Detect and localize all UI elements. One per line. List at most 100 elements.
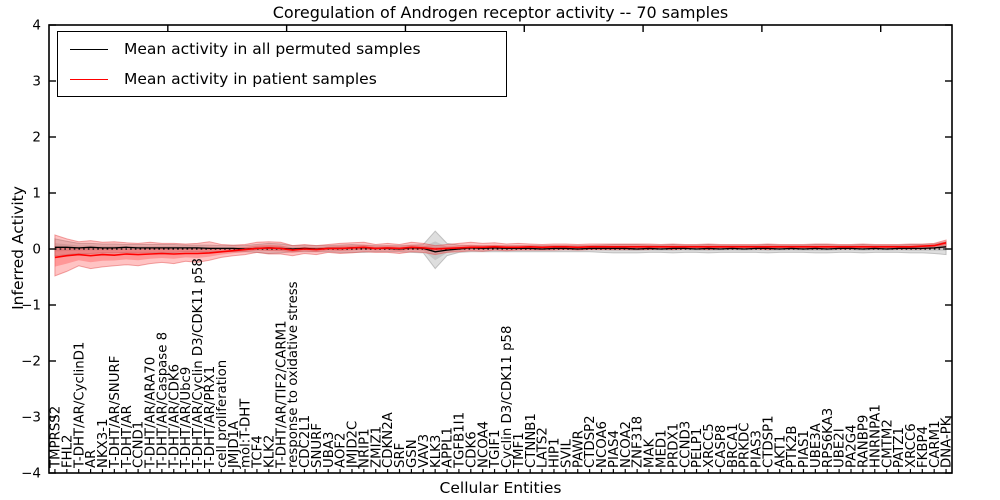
x-category-label: FKBP4: [916, 426, 931, 468]
x-category-label: CMTM2: [880, 419, 895, 468]
x-category-label: GSN: [405, 439, 420, 468]
x-category-label: T-DHT/AR/CyclinD1: [72, 342, 87, 469]
x-category-label: CDKN2A: [381, 412, 396, 468]
patient-line-sample-icon: [70, 78, 108, 80]
x-category-label: ZMIZ1: [369, 426, 384, 468]
x-category-label: CDC2L1: [298, 415, 313, 468]
x-category-label: HIP1: [548, 438, 563, 468]
y-tick-label: −4: [21, 466, 41, 482]
x-category-label: PATZ1: [892, 427, 907, 468]
x-category-label: cell proliferation: [215, 360, 230, 468]
x-category-label: SRF: [393, 443, 408, 468]
y-tick-label: −3: [21, 410, 41, 426]
x-category-label: CTDSP2: [583, 415, 598, 468]
x-axis-label: Cellular Entities: [439, 479, 562, 497]
x-category-label: T-DHT/AR/Ubc9: [179, 367, 194, 469]
x-category-label: T-DHT/AR/Cyclin D3/CDK11 p58: [191, 258, 206, 469]
y-tick-label: 3: [32, 74, 41, 90]
y-tick-label: −2: [21, 354, 41, 370]
x-category-label: ZNF318: [631, 416, 646, 468]
x-category-label: NCOA4: [476, 421, 491, 468]
x-category-label: RANBP9: [857, 415, 872, 468]
x-category-label: SNURF: [310, 423, 325, 468]
x-category-label: response to oxidative stress: [286, 281, 301, 468]
x-category-label: PAWR: [571, 430, 586, 468]
x-category-label: MAK: [643, 438, 658, 468]
x-category-label: JMJD1A: [227, 421, 242, 469]
x-category-label: TGIF1: [488, 430, 503, 469]
x-category-label: APPL1: [441, 427, 456, 468]
x-category-label: AR: [84, 450, 99, 468]
x-category-label: T-DHT/AR/TIF2/CARM1: [274, 320, 289, 469]
x-category-label: NRIP1: [358, 428, 373, 468]
y-tick-label: 2: [32, 130, 41, 146]
x-category-label: T-DHT/AR/PRX1: [203, 366, 218, 469]
legend-item-permuted: Mean activity in all permuted samples: [70, 40, 506, 58]
y-tick-label: 4: [32, 18, 41, 34]
x-category-label: TCF4: [251, 435, 266, 469]
x-category-label: TMF1: [512, 432, 527, 469]
x-category-label: CTNNB1: [524, 413, 539, 468]
x-category-label: DNA-PK: [940, 417, 955, 468]
x-category-label: T-DHT/AR: [120, 405, 135, 469]
x-category-label: TMPRSS2: [49, 406, 64, 469]
x-category-label: NCOA6: [595, 421, 610, 468]
x-category-label: XRCC6: [904, 423, 919, 468]
x-category-label: FHL2: [60, 434, 75, 468]
x-category-label: PTK2B: [785, 426, 800, 468]
x-category-label: UBE3A: [809, 423, 824, 468]
permuted-line-sample-icon: [70, 48, 108, 50]
legend-label-permuted: Mean activity in all permuted samples: [124, 40, 421, 58]
x-category-label: CCND1: [132, 421, 147, 468]
x-category-label: CTDSP1: [761, 415, 776, 468]
legend-item-patient: Mean activity in patient samples: [70, 70, 506, 88]
permuted-mean-line: [54, 246, 947, 253]
x-category-label: HNRNPA1: [868, 404, 883, 468]
x-category-label: T-DHT/AR/ARA70: [144, 357, 159, 469]
y-tick-label: −1: [21, 298, 41, 314]
chart-title: Coregulation of Androgen receptor activi…: [272, 3, 729, 22]
x-category-label: AOF2: [334, 433, 349, 468]
y-tick-label: 1: [32, 186, 41, 202]
x-category-label: CARM1: [928, 420, 943, 468]
x-category-label: T-DHT/AR/Caspase 8: [156, 332, 171, 469]
x-category-label: UBE2I: [833, 428, 848, 468]
x-category-label: KLK2: [262, 435, 277, 468]
x-category-label: CASP8: [714, 425, 729, 468]
x-category-label: SVIL: [559, 439, 574, 468]
x-category-label: KLK3: [429, 435, 444, 468]
x-category-label: PRKDC: [738, 422, 753, 468]
x-category-label: PIAS3: [750, 430, 765, 468]
x-category-label: PIAS4: [607, 430, 622, 468]
y-tick-label: 0: [32, 242, 41, 258]
x-category-label: CDK6: [464, 431, 479, 468]
legend: Mean activity in all permuted samples Me…: [57, 31, 507, 97]
x-category-label: NCOA2: [619, 421, 634, 468]
x-category-label: UBA3: [322, 432, 337, 468]
x-category-label: TGFB1I1: [453, 412, 468, 469]
legend-label-patient: Mean activity in patient samples: [124, 70, 377, 88]
x-category-label: JMJD2C: [346, 421, 361, 469]
x-category-label: PRDX1: [666, 423, 681, 468]
x-category-label: NKX3-1: [96, 419, 111, 469]
x-category-label: mol:T-DHT: [239, 398, 254, 468]
x-category-label: T-DHT/AR/SNURF: [108, 356, 123, 469]
band-outer-0: [54, 230, 947, 270]
x-category-label: MED1: [655, 429, 670, 468]
x-category-label: PELP1: [690, 428, 705, 468]
x-category-label: RPS6KA3: [821, 408, 836, 468]
band-inner-0: [54, 241, 947, 261]
x-category-label: PA2G4: [845, 425, 860, 469]
x-category-label: T-DHT/AR/CDK6: [167, 364, 182, 469]
x-category-label: XRCC5: [702, 423, 717, 468]
x-category-label: PIAS1: [797, 430, 812, 468]
x-category-label: LATS2: [536, 427, 551, 468]
patient-mean-line: [54, 242, 947, 259]
x-category-label: CCND3: [678, 421, 693, 468]
x-category-label: AKT1: [773, 435, 788, 468]
x-category-label: BRCA1: [726, 423, 741, 468]
x-category-label: Cyclin D3/CDK11 p58: [500, 326, 515, 468]
y-axis-label: Inferred Activity: [9, 186, 27, 310]
